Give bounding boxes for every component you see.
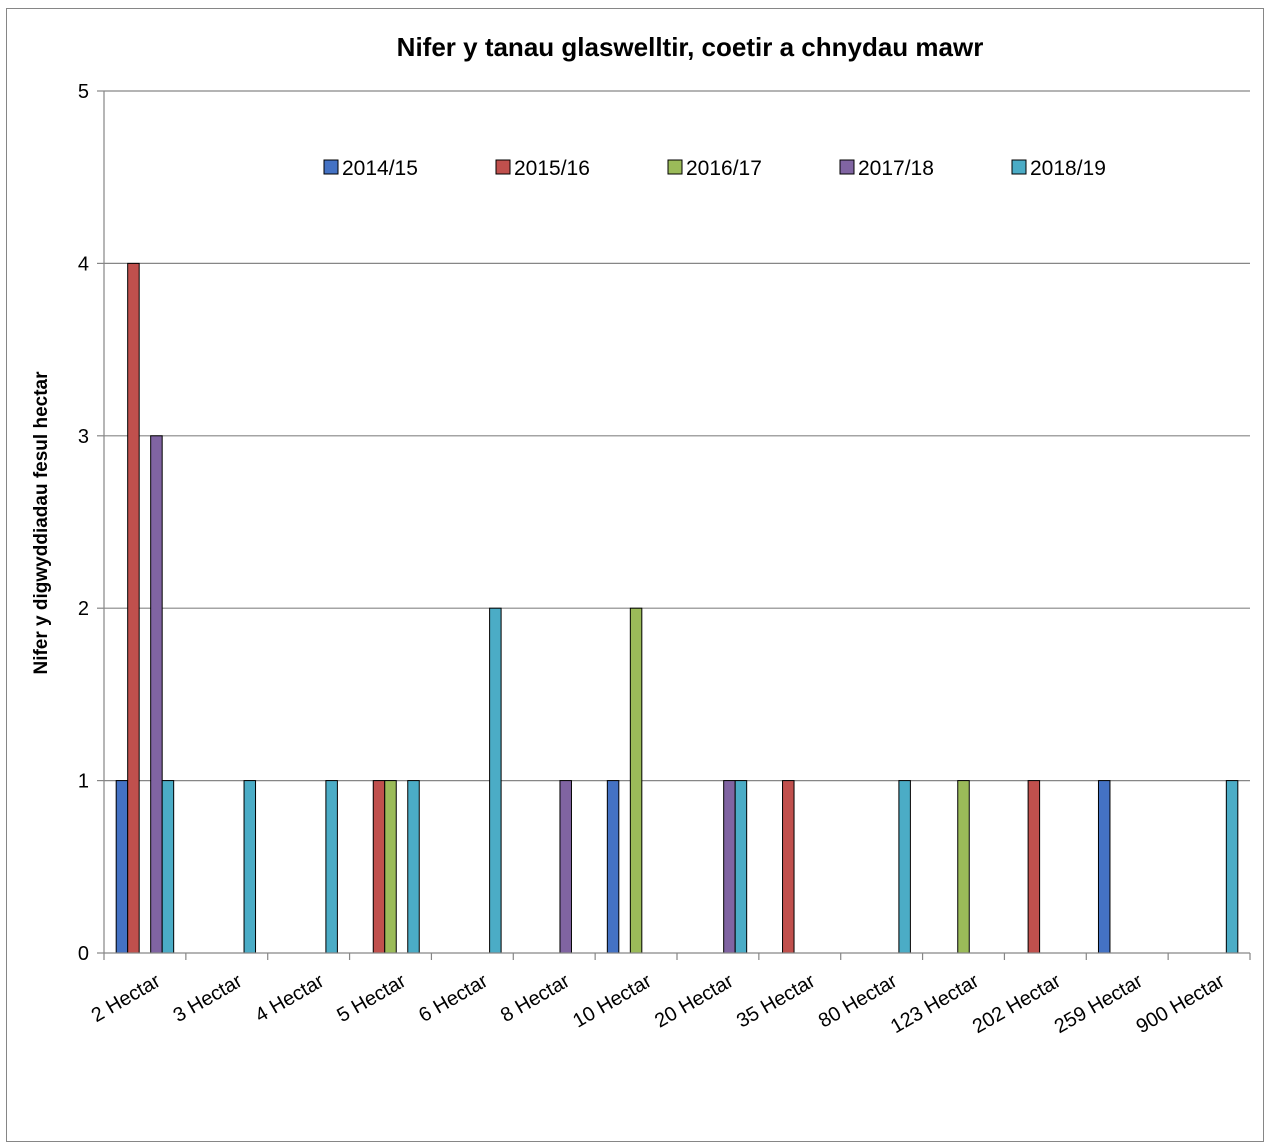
bar-2016-17-5-hectar — [384, 780, 397, 954]
legend-swatch — [323, 159, 339, 175]
bar-2016-17-123-hectar — [957, 780, 970, 954]
legend-swatch — [667, 159, 683, 175]
bar-2017-18-2-hectar — [150, 435, 163, 954]
x-tick-label: 6 Hectar — [415, 970, 492, 1027]
bar-2018-19-3-hectar — [243, 780, 257, 954]
bar-2017-18-8-hectar — [559, 780, 572, 954]
x-tick-label: 2 Hectar — [88, 970, 165, 1027]
legend-item-2018-19: 2018/19 — [1011, 157, 1106, 180]
x-tick-label: 202 Hectar — [969, 970, 1065, 1038]
x-tick-label: 35 Hectar — [733, 970, 819, 1033]
legend-swatch — [839, 159, 855, 175]
legend: 2014/15 2015/16 2016/17 2017/18 2018/19 — [323, 157, 1106, 180]
bar-2018-19-6-hectar — [489, 607, 502, 954]
axes — [97, 90, 1251, 960]
legend-swatch — [495, 159, 511, 175]
bar-2018-19-2-hectar — [161, 780, 175, 954]
legend-swatch — [1011, 159, 1027, 175]
y-tick-label: 0 — [78, 943, 89, 965]
x-tick-label: 259 Hectar — [1051, 970, 1147, 1038]
x-tick-label: 10 Hectar — [569, 970, 655, 1033]
bar-2014-15-10-hectar — [606, 780, 620, 954]
x-tick-label: 4 Hectar — [251, 970, 328, 1027]
x-tick-label: 80 Hectar — [815, 970, 901, 1033]
bar-2018-19-4-hectar — [325, 780, 338, 954]
y-tick-label: 3 — [78, 426, 89, 448]
gridlines — [104, 90, 1250, 782]
bar-2014-15-259-hectar — [1097, 780, 1111, 954]
x-tick-label: 900 Hectar — [1133, 970, 1229, 1038]
bar-2015-16-202-hectar — [1027, 780, 1041, 954]
x-tick-labels: 2 Hectar 3 Hectar 4 Hectar 5 Hectar 6 Hectar… — [88, 970, 1229, 1038]
bar-2018-19-900-hectar — [1225, 780, 1239, 954]
bar-2016-17-10-hectar — [629, 607, 643, 954]
y-tick-label: 1 — [78, 771, 89, 793]
legend-item-2015-16: 2015/16 — [495, 157, 590, 180]
chart-title: Nifer y tanau glaswelltir, coetir a chny… — [397, 32, 984, 62]
legend-item-2016-17: 2016/17 — [667, 157, 762, 180]
x-tick-label: 3 Hectar — [170, 970, 247, 1027]
x-tick-label: 123 Hectar — [887, 970, 983, 1038]
bar-2015-16-5-hectar — [372, 780, 386, 954]
y-tick-label: 2 — [78, 598, 89, 620]
bar-2015-16-35-hectar — [782, 780, 795, 954]
y-tick-label: 4 — [78, 253, 89, 275]
y-tick-label: 5 — [78, 81, 89, 103]
legend-label: 2018/19 — [1030, 157, 1106, 180]
bar-2014-15-2-hectar — [115, 780, 129, 954]
legend-label: 2016/17 — [686, 157, 762, 180]
bar-2018-19-80-hectar — [898, 780, 911, 954]
x-tick-label: 5 Hectar — [333, 970, 410, 1027]
x-tick-label: 8 Hectar — [497, 970, 574, 1027]
legend-label: 2017/18 — [858, 157, 934, 180]
legend-label: 2015/16 — [514, 157, 590, 180]
legend-item-2017-18: 2017/18 — [839, 157, 934, 180]
bar-2017-18-20-hectar — [723, 780, 736, 954]
legend-label: 2014/15 — [342, 157, 418, 180]
x-tick-label: 20 Hectar — [651, 970, 737, 1033]
bar-2015-16-2-hectar — [127, 262, 140, 954]
bar-2018-19-5-hectar — [407, 780, 420, 954]
bar-2018-19-20-hectar — [734, 780, 748, 954]
y-tick-labels: 0 1 2 3 4 5 — [78, 81, 89, 965]
y-axis-label: Nifer y digwyddiadau fesul hectar — [31, 371, 52, 675]
legend-item-2014-15: 2014/15 — [323, 157, 418, 180]
